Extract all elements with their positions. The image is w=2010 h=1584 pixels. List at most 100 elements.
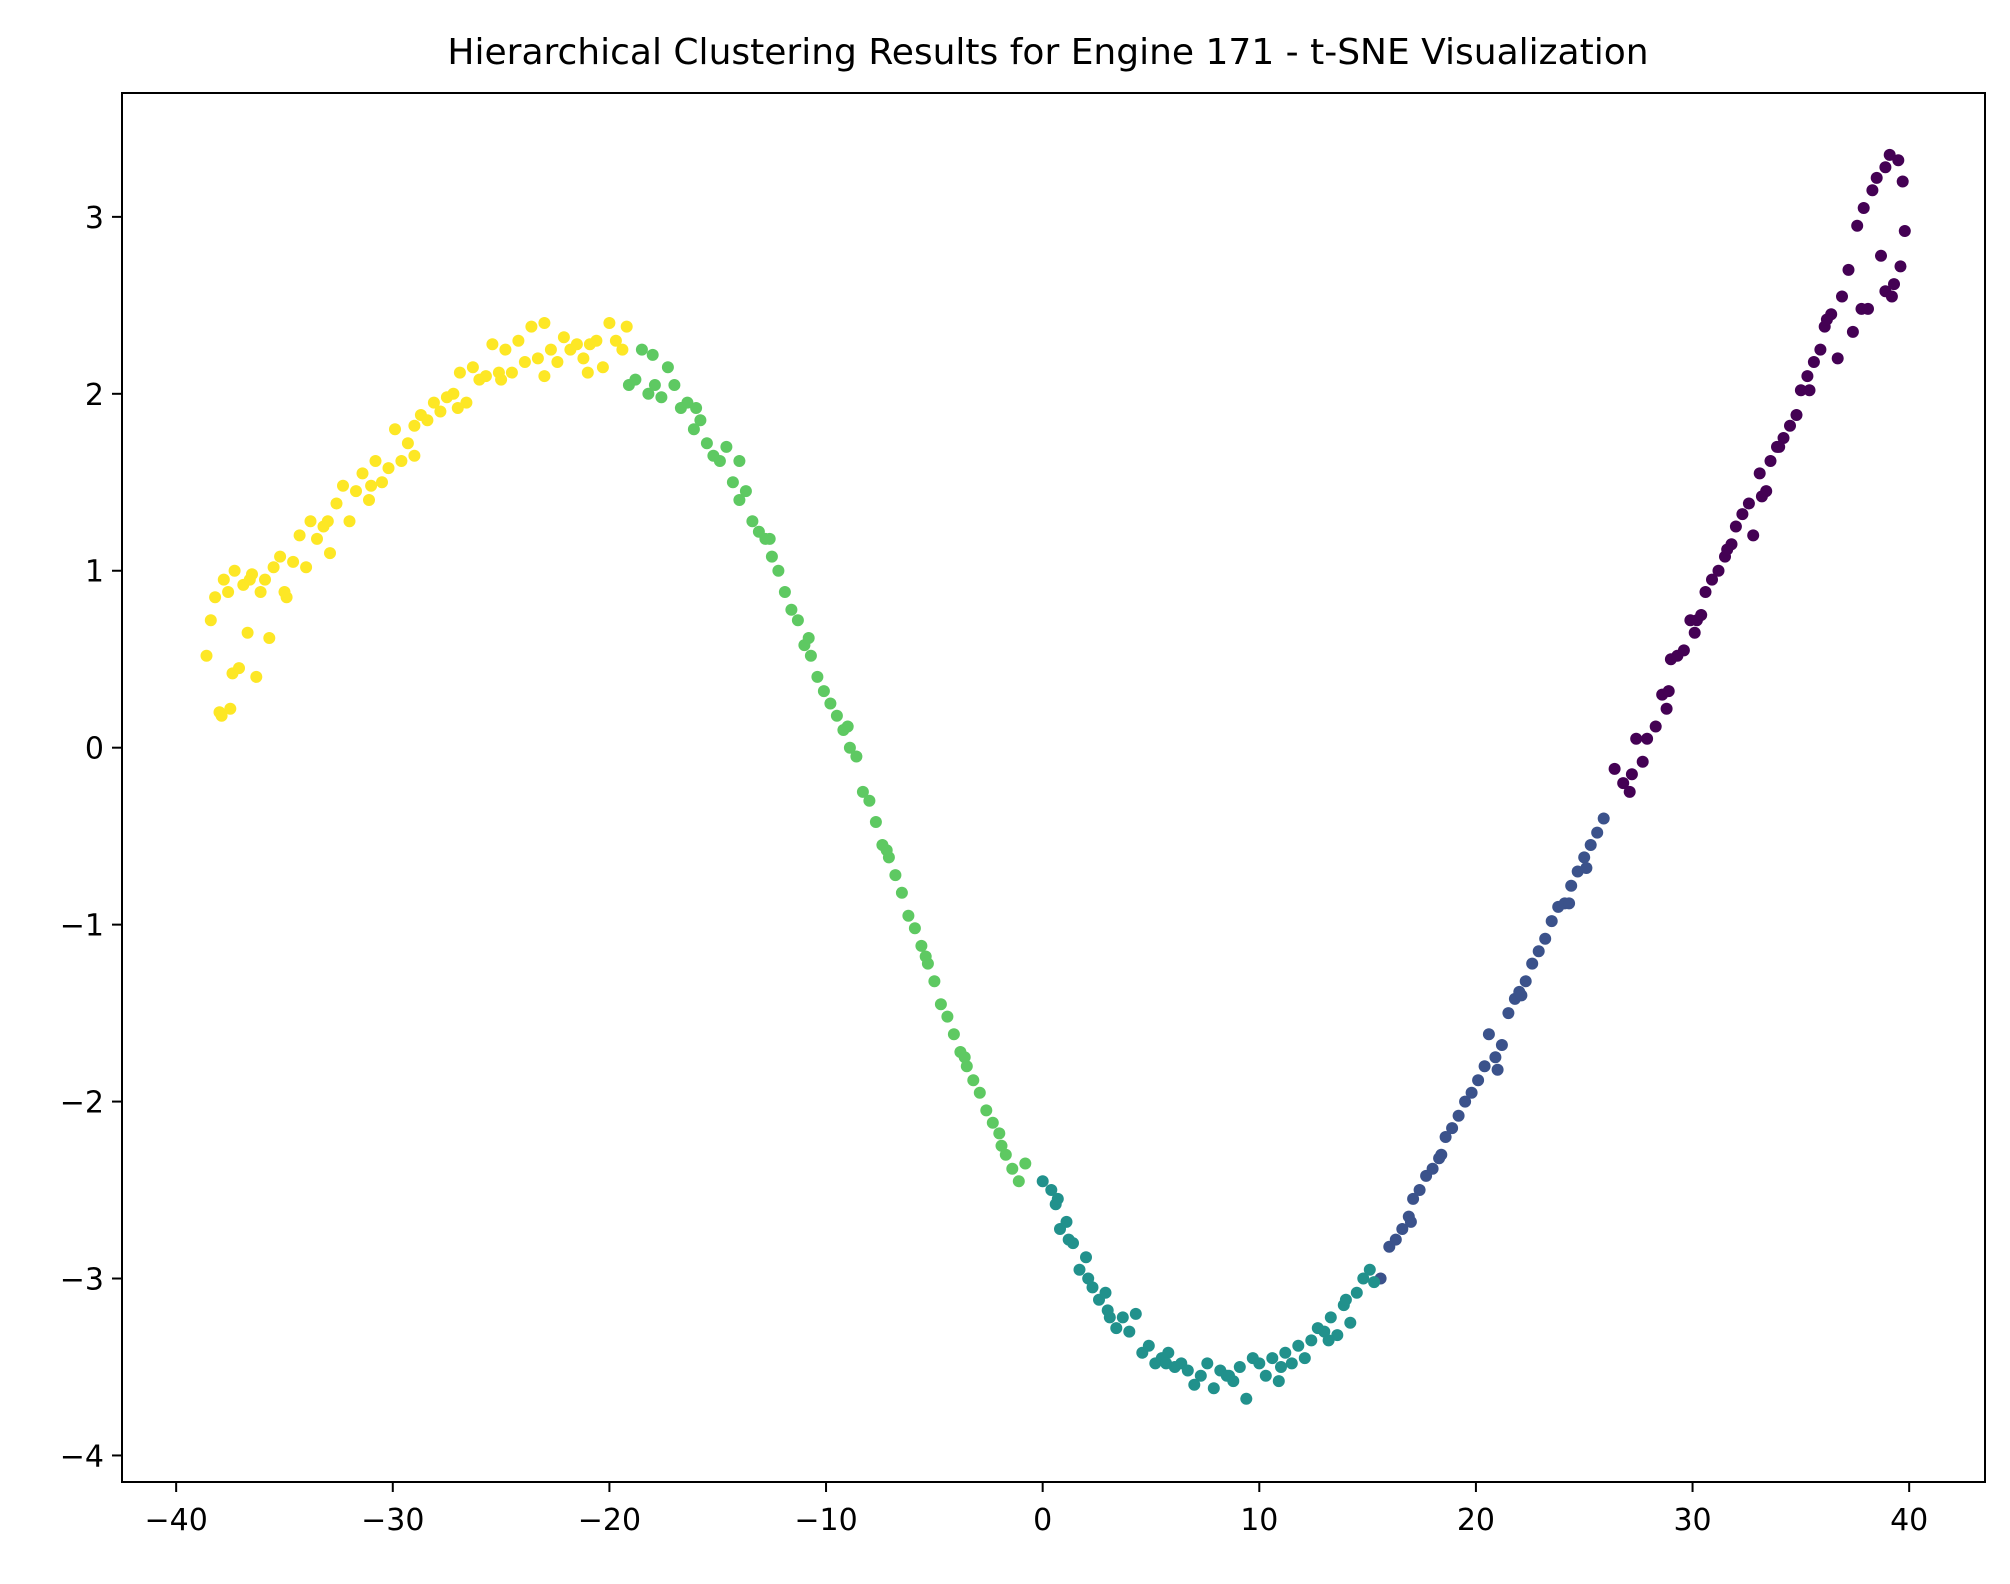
data-point-cluster-4: [369, 455, 382, 467]
data-point-cluster-1: [1465, 1086, 1478, 1099]
data-point-cluster-1: [1435, 1148, 1448, 1161]
data-point-cluster-2: [1188, 1378, 1201, 1391]
data-point-cluster-2: [1207, 1382, 1220, 1395]
data-point-cluster-3: [785, 603, 798, 616]
data-point-cluster-0: [1879, 161, 1892, 174]
data-point-cluster-4: [395, 455, 408, 467]
data-point-cluster-0: [1690, 614, 1703, 627]
data-point-cluster-0: [1699, 586, 1712, 598]
y-axis: −4 −3 −2 −1 0 1 2 3: [60, 201, 122, 1474]
x-tick-label: −10: [794, 1503, 857, 1538]
data-point-cluster-2: [1272, 1375, 1285, 1388]
data-point-cluster-3: [772, 564, 785, 577]
data-point-cluster-0: [1755, 490, 1768, 503]
data-point-cluster-4: [616, 343, 629, 356]
data-point-cluster-1: [1515, 989, 1528, 1002]
data-point-cluster-4: [460, 396, 473, 409]
data-point-cluster-3: [646, 348, 659, 361]
y-tick-label: 2: [85, 378, 104, 413]
data-point-cluster-3: [947, 1028, 960, 1041]
data-point-cluster-0: [1896, 175, 1909, 188]
data-point-cluster-0: [1662, 685, 1675, 698]
data-point-cluster-2: [1162, 1346, 1175, 1359]
data-point-cluster-2: [1116, 1311, 1129, 1324]
data-point-cluster-2: [1350, 1286, 1363, 1299]
data-point-cluster-4: [324, 547, 336, 560]
data-point-cluster-2: [1279, 1346, 1292, 1359]
data-point-cluster-3: [763, 532, 776, 545]
data-point-cluster-2: [1060, 1215, 1073, 1228]
data-point-cluster-4: [376, 476, 388, 489]
data-point-cluster-3: [999, 1148, 1012, 1161]
data-point-cluster-0: [1712, 564, 1725, 577]
data-point-cluster-4: [209, 591, 222, 604]
data-point-cluster-4: [525, 320, 538, 333]
data-point-cluster-0: [1660, 702, 1673, 715]
plot-frame: [121, 92, 1986, 1483]
data-point-cluster-3: [690, 402, 703, 414]
data-point-cluster-1: [1472, 1074, 1485, 1087]
data-point-cluster-3: [824, 697, 837, 710]
data-point-cluster-0: [1617, 777, 1630, 790]
data-point-cluster-3: [889, 869, 902, 882]
data-point-cluster-3: [973, 1086, 986, 1099]
data-point-cluster-2: [1285, 1357, 1298, 1370]
data-point-cluster-4: [479, 370, 492, 383]
data-point-cluster-4: [228, 564, 241, 577]
data-point-cluster-4: [451, 402, 464, 414]
data-point-cluster-4: [226, 667, 239, 680]
data-point-cluster-2: [1129, 1307, 1142, 1320]
data-point-cluster-1: [1526, 957, 1539, 970]
data-point-cluster-1: [1396, 1223, 1409, 1235]
data-point-cluster-2: [1073, 1263, 1086, 1276]
data-point-cluster-4: [427, 396, 440, 409]
data-point-cluster-4: [311, 532, 323, 545]
data-point-cluster-3: [642, 387, 655, 400]
data-point-cluster-3: [941, 1010, 954, 1023]
data-point-cluster-4: [466, 361, 479, 374]
data-point-cluster-0: [1773, 440, 1786, 453]
data-point-cluster-4: [204, 614, 217, 627]
data-point-cluster-4: [215, 709, 228, 722]
data-point-cluster-0: [1777, 432, 1790, 444]
data-point-cluster-2: [1368, 1276, 1381, 1289]
data-point-cluster-0: [1894, 260, 1907, 273]
data-point-cluster-3: [1006, 1162, 1019, 1175]
data-point-cluster-3: [629, 373, 642, 386]
data-point-cluster-4: [544, 343, 557, 356]
data-point-cluster-4: [274, 550, 287, 563]
data-point-cluster-4: [350, 485, 362, 498]
y-tick-label: −2: [60, 1086, 104, 1121]
x-tick-label: 0: [1033, 1503, 1052, 1538]
data-point-cluster-0: [1729, 520, 1742, 533]
data-point-cluster-4: [363, 494, 375, 506]
data-point-cluster-0: [1630, 732, 1643, 745]
data-point-cluster-4: [278, 586, 291, 598]
chart-title: Hierarchical Clustering Results for Engi…: [447, 32, 1648, 73]
data-point-cluster-0: [1857, 202, 1870, 214]
data-point-cluster-4: [505, 366, 518, 379]
data-point-cluster-4: [581, 366, 594, 379]
data-point-cluster-1: [1495, 1039, 1508, 1051]
data-point-cluster-3: [733, 455, 746, 467]
data-point-cluster-0: [1790, 409, 1803, 421]
y-tick-label: 0: [85, 732, 104, 767]
data-point-cluster-2: [1142, 1339, 1155, 1352]
data-point-cluster-3: [856, 785, 869, 798]
data-point-cluster-0: [1892, 154, 1905, 167]
data-point-cluster-4: [217, 573, 230, 586]
data-point-cluster-3: [993, 1127, 1006, 1140]
data-point-cluster-1: [1426, 1162, 1439, 1175]
data-point-cluster-4: [421, 414, 434, 427]
data-point-cluster-2: [1051, 1192, 1064, 1205]
data-point-cluster-4: [408, 419, 421, 432]
data-point-cluster-3: [995, 1139, 1008, 1152]
data-point-cluster-0: [1851, 219, 1864, 232]
data-point-cluster-3: [635, 343, 648, 356]
data-point-cluster-3: [869, 816, 882, 828]
data-point-cluster-2: [1233, 1361, 1246, 1373]
data-point-cluster-4: [300, 561, 313, 574]
data-point-cluster-0: [1706, 573, 1718, 586]
data-point-cluster-2: [1240, 1392, 1253, 1405]
data-point-cluster-0: [1801, 370, 1814, 383]
